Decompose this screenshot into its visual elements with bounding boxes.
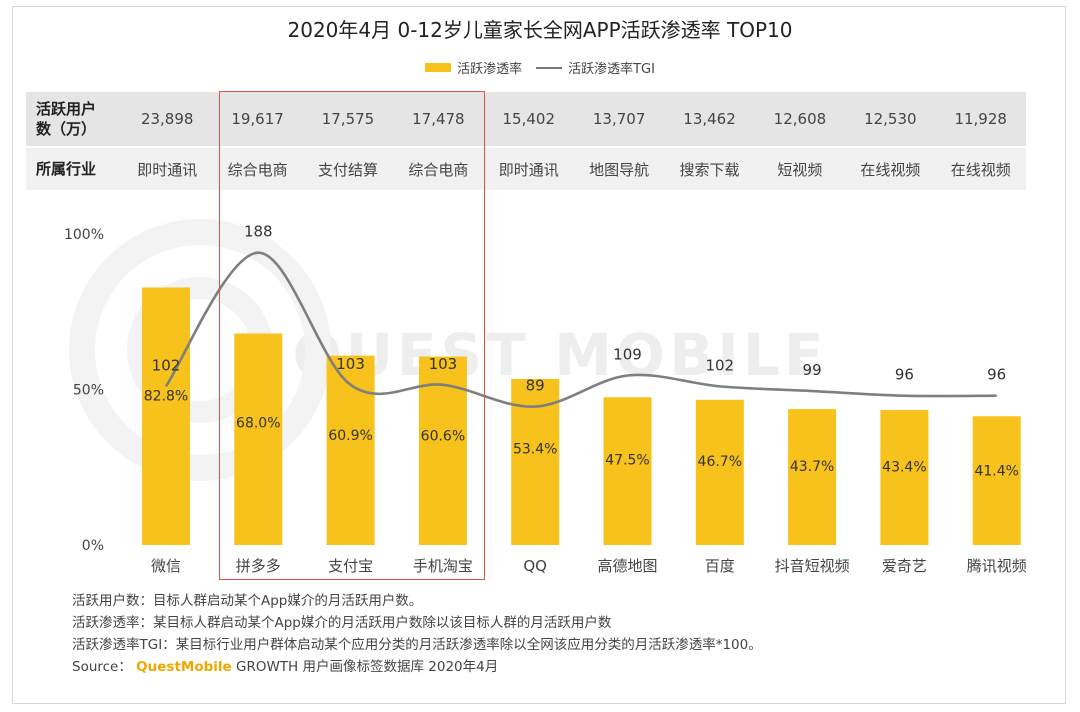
legend-bar-label: 活跃渗透率 — [457, 62, 523, 77]
industry-cell: 综合电商 — [408, 160, 469, 179]
bar-value-label: 47.5% — [605, 452, 649, 468]
industry-cell: 支付结算 — [317, 160, 378, 179]
bar-value-label: 68.0% — [236, 415, 280, 431]
category-label: 高德地图 — [597, 557, 657, 575]
industry-cell: 地图导航 — [589, 160, 650, 179]
category-label: 抖音短视频 — [775, 557, 850, 575]
tgi-value-label: 102 — [705, 356, 734, 374]
tgi-value-label: 99 — [803, 361, 822, 379]
tgi-value-label: 103 — [336, 355, 365, 373]
combo-chart: QUEST MOBILE 0% 50% 100% 82.8% 微信 68.0% 拼多多 60.9… — [64, 219, 1027, 575]
y-tick-label: 0% — [82, 538, 104, 554]
bar-value-label: 60.6% — [421, 429, 465, 445]
tgi-value-label: 103 — [429, 355, 458, 373]
industry-cell: 即时通讯 — [137, 160, 198, 179]
category-label: 支付宝 — [328, 557, 373, 575]
industry-row-label: 所属行业 — [36, 160, 97, 178]
industry-cell: 搜索下载 — [679, 160, 740, 179]
y-tick-label: 50% — [73, 383, 104, 399]
category-label: 爱奇艺 — [882, 557, 927, 575]
source-line: Source： QuestMobile GROWTH 用户画像标签数据库 202… — [72, 656, 762, 678]
users-cell: 15,402 — [502, 110, 556, 128]
source-brand: QuestMobile — [136, 659, 232, 675]
footnote-active-users: 活跃用户数：目标人群启动某个App媒介的月活跃用户数。 — [72, 593, 423, 609]
legend-line-label: 活跃渗透率TGI — [568, 62, 655, 77]
bar-value-label: 41.4% — [974, 463, 1018, 479]
bar-value-label: 82.8% — [144, 389, 188, 405]
tgi-value-label: 96 — [987, 366, 1006, 384]
bar — [972, 416, 1021, 545]
tgi-line — [164, 251, 997, 408]
industry-cell: 在线视频 — [950, 160, 1011, 179]
bar — [788, 409, 837, 545]
y-tick-label: 100% — [64, 227, 104, 243]
watermark-logo-ring — [69, 219, 331, 481]
industry-cell: 短视频 — [777, 160, 823, 179]
users-label-line2: 数（万） — [36, 120, 97, 138]
footnote-tgi: 活跃渗透率TGI：某目标行业用户群体启动某个应用分类的月活跃渗透率除以全网该应用… — [72, 637, 762, 653]
bar-value-label: 53.4% — [513, 442, 557, 458]
chart-title: 2020年4月 0-12岁儿童家长全网APP活跃渗透率 TOP10 — [287, 18, 793, 42]
industry-cell: 即时通讯 — [498, 160, 559, 179]
bar — [695, 399, 744, 545]
category-label: 百度 — [705, 557, 735, 575]
users-cell: 13,707 — [592, 110, 646, 128]
bar-value-label: 43.7% — [790, 459, 834, 475]
source-suffix: GROWTH 用户画像标签数据库 2020年4月 — [235, 659, 499, 675]
bar-value-label: 43.4% — [882, 460, 926, 476]
tgi-value-label: 109 — [613, 346, 642, 364]
legend-line-swatch — [536, 66, 563, 69]
bar-value-label: 60.9% — [328, 428, 372, 444]
legend-item-bar: 活跃渗透率 — [425, 58, 522, 77]
users-cell: 19,617 — [231, 110, 284, 128]
users-cell: 13,462 — [683, 110, 736, 128]
bar — [234, 333, 283, 545]
bar-value-label: 46.7% — [698, 454, 742, 470]
users-cell: 17,575 — [321, 110, 375, 128]
footnote-penetration: 活跃渗透率：某目标人群启动某个App媒介的月活跃用户数除以该目标人群的月活跃用户… — [72, 615, 612, 631]
legend-bar-swatch — [425, 63, 452, 72]
legend: 活跃渗透率 活跃渗透率TGI — [0, 58, 1080, 77]
source-prefix: Source： — [72, 659, 132, 675]
category-label: 腾讯视频 — [967, 557, 1027, 575]
industry-cell: 在线视频 — [860, 160, 921, 179]
bar — [142, 287, 190, 545]
category-label: 手机淘宝 — [413, 557, 473, 575]
category-label: 拼多多 — [236, 557, 281, 575]
tgi-value-label: 102 — [152, 356, 181, 374]
legend-item-line: 活跃渗透率TGI — [536, 58, 655, 77]
industry-cell: 综合电商 — [227, 160, 288, 179]
tgi-value-label: 188 — [244, 223, 273, 241]
tgi-value-label: 96 — [895, 366, 914, 384]
category-label: QQ — [523, 557, 547, 575]
users-cell: 12,530 — [864, 110, 917, 128]
users-cell: 17,478 — [412, 110, 465, 128]
footnotes: 活跃用户数：目标人群启动某个App媒介的月活跃用户数。 活跃渗透率：某目标人群启… — [72, 590, 762, 678]
industry-row: 所属行业 即时通讯 综合电商 支付结算 综合电商 即时通讯 地图导航 搜索下载 … — [26, 148, 1026, 190]
category-label: 微信 — [151, 557, 181, 575]
users-label-line1: 活跃用户 — [36, 100, 97, 118]
bar — [880, 410, 929, 545]
users-cell: 12,608 — [773, 110, 827, 128]
bar — [326, 355, 375, 545]
tgi-value-label: 89 — [526, 377, 545, 395]
users-row: 活跃用户 数（万） 23,898 19,617 17,575 17,478 15… — [26, 92, 1026, 146]
bar — [603, 397, 652, 545]
info-table: 活跃用户 数（万） 23,898 19,617 17,575 17,478 15… — [26, 92, 1026, 190]
watermark: QUEST MOBILE — [293, 321, 828, 389]
users-cell: 11,928 — [954, 110, 1007, 128]
users-row-label: 活跃用户 数（万） — [26, 99, 122, 139]
users-cell: 23,898 — [140, 110, 194, 128]
